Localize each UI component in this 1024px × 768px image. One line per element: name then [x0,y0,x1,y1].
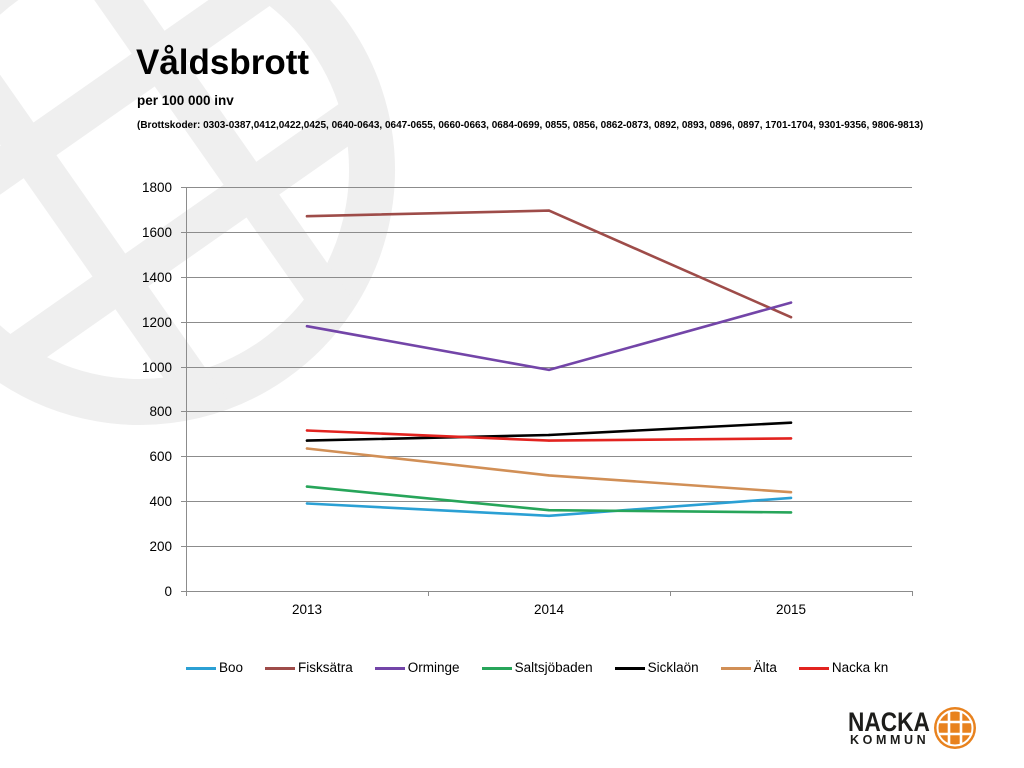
legend-item-sicklaon: Sicklaön [614,660,699,676]
data-point-fisksatra [305,215,309,218]
watermark-emblem-icon [0,0,435,465]
slide-subtitle: per 100 000 inv [137,93,234,108]
legend-label: Boo [219,660,244,675]
nacka-emblem-icon [934,707,976,749]
y-tick-label: 200 [149,539,172,554]
legend-swatch [481,666,512,670]
legend-swatch [798,666,829,670]
data-point-sicklaon [789,421,793,424]
legend-swatch [614,666,645,670]
legend-swatch [720,666,751,670]
series-line-boo [305,496,793,518]
data-point-orminge [789,301,793,304]
legend-item-saltsjobaden: Saltsjöbaden [481,660,593,676]
series-line-saltsjobaden [305,485,793,514]
data-point-boo [305,502,309,505]
series-line-orminge [305,301,793,372]
chart-legend: Boo Fisksätra Orminge Saltsjöbaden Sicklaön Ä… [186,660,888,676]
data-point-fisksatra [789,316,793,319]
y-tick-label: 1400 [142,270,172,285]
data-point-boo [547,514,551,517]
logo-subname: KOMMUN [850,733,930,747]
data-point-fisksatra [547,209,551,212]
y-tick-label: 1800 [142,180,172,195]
y-tick-label: 1200 [142,315,172,330]
data-point-saltsjobaden [547,509,551,512]
data-point-orminge [547,368,551,372]
y-tick-label: 800 [149,404,172,419]
crime-codes-note: (Brottskoder: 0303-0387,0412,0422,0425, … [137,120,924,131]
data-point-sicklaon [547,433,551,437]
legend-item-orminge: Orminge [374,660,460,676]
legend-label: Sicklaön [647,660,699,675]
legend-swatch [265,666,296,670]
legend-label: Älta [753,660,777,675]
legend-item-alta: Älta [720,660,777,676]
data-point-nacka-kn [789,437,793,440]
series-line-alta [305,447,793,494]
y-axis: 0 200 400 600 800 1000 1200 1400 1600 1800 [142,180,187,599]
y-tick-label: 400 [149,494,172,509]
y-tick-label: 600 [149,449,172,464]
data-point-boo [789,496,793,500]
legend-swatch [374,666,405,670]
data-point-saltsjobaden [305,485,309,488]
data-point-nacka-kn [547,439,551,442]
data-point-saltsjobaden [789,511,793,514]
data-point-nacka-kn [305,429,309,432]
x-tick-label: 2014 [534,602,565,617]
y-tick-label: 1000 [142,360,172,375]
y-tick-label: 0 [164,584,172,599]
x-tick-label: 2013 [292,602,322,617]
logo-name: NACKA [848,707,930,737]
legend-label: Orminge [407,660,460,675]
legend-item-nacka-kn: Nacka kn [798,660,889,676]
legend-label: Fisksätra [298,660,353,675]
legend-item-fisksatra: Fisksätra [265,660,353,676]
legend-label: Nacka kn [831,660,889,675]
x-axis: 2013 2014 2015 [186,591,913,617]
series-lines [305,209,793,518]
series-line-fisksatra [305,209,793,319]
gridlines [186,187,912,592]
legend-item-boo: Boo [186,660,243,676]
series-points [305,209,793,517]
data-point-orminge [305,325,309,328]
data-point-sicklaon [305,439,309,442]
data-point-alta [789,491,793,494]
data-point-alta [547,474,551,477]
slide-title: Våldsbrott [136,43,310,82]
y-tick-label: 1600 [142,225,172,240]
x-tick-label: 2015 [776,602,806,617]
data-point-alta [305,447,309,450]
legend-label: Saltsjöbaden [514,660,593,675]
legend-swatch [186,666,216,670]
